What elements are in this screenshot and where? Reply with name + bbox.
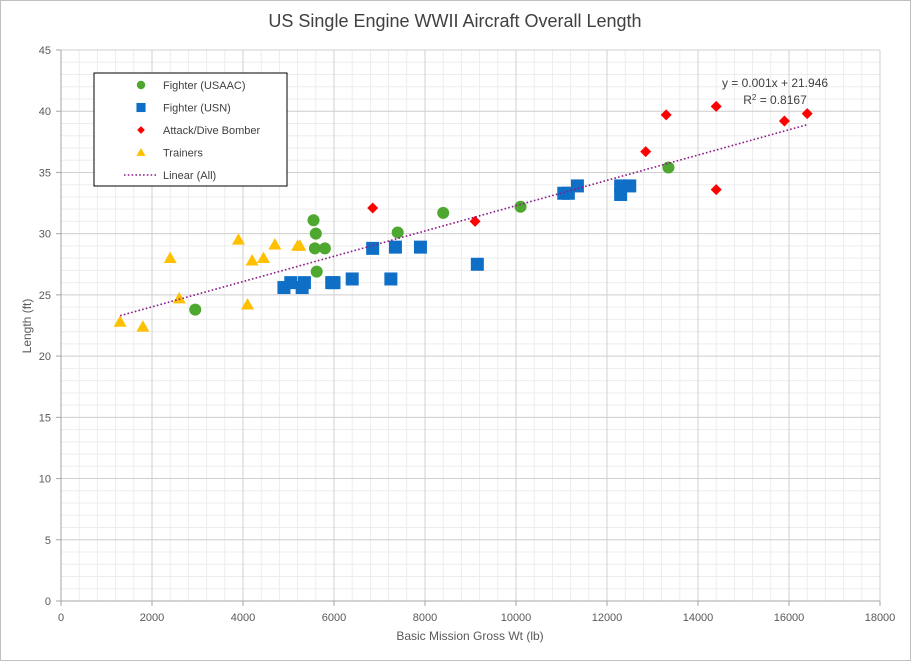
legend-swatch [136, 102, 146, 113]
legend-item: Attack/Dive Bomber [137, 125, 261, 137]
y-tick-label: 5 [45, 535, 51, 547]
series-3 [113, 233, 307, 332]
x-axis-tick-labels: 0 2000 4000 6000 8000 10000 12000 14000 16000 180… [58, 612, 895, 624]
data-point [245, 254, 259, 266]
legend-item: Fighter (USN) [136, 102, 231, 115]
trendline-equation: y = 0.001x + 21.946 [722, 76, 828, 90]
x-tick-label: 0 [58, 612, 64, 624]
data-point [310, 265, 323, 278]
data-point [113, 315, 127, 327]
y-tick-label: 35 [39, 167, 51, 179]
legend-swatch [136, 147, 146, 156]
data-point [514, 200, 527, 213]
legend-swatch [137, 126, 145, 134]
data-point [640, 146, 652, 158]
y-tick-label: 20 [39, 351, 51, 363]
legend-label: Fighter (USAAC) [163, 80, 246, 92]
data-point [318, 242, 331, 255]
data-point [309, 227, 322, 240]
data-point [570, 179, 584, 193]
series-2 [367, 100, 813, 227]
data-point [241, 298, 255, 310]
x-tick-label: 18000 [865, 612, 896, 624]
legend-item: Fighter (USAAC) [136, 80, 246, 92]
legend-item: Linear (All) [124, 170, 216, 182]
data-point [710, 100, 722, 112]
data-point [297, 276, 311, 290]
data-point [366, 241, 380, 255]
data-point [136, 320, 150, 332]
data-point [413, 240, 427, 254]
data-point [710, 184, 722, 196]
data-point [384, 272, 398, 286]
x-tick-label: 6000 [322, 612, 346, 624]
r-squared-value: = 0.8167 [756, 93, 807, 107]
data-point [469, 215, 481, 227]
data-point [662, 161, 675, 174]
series-0 [189, 161, 675, 316]
data-point [327, 276, 341, 290]
x-tick-label: 8000 [413, 612, 437, 624]
data-points [113, 100, 813, 332]
legend-label: Linear (All) [163, 170, 216, 182]
legend-box [93, 72, 288, 187]
data-point [623, 179, 637, 193]
legend-swatch [136, 80, 146, 90]
x-tick-label: 12000 [592, 612, 623, 624]
data-point [801, 108, 813, 120]
legend-label: Fighter (USN) [163, 103, 231, 115]
data-point [231, 233, 245, 245]
series-1 [277, 179, 637, 295]
x-tick-label: 14000 [683, 612, 714, 624]
legend: Fighter (USAAC) Fighter (USN) Attack/Dive … [93, 72, 288, 187]
trendline [119, 123, 808, 317]
data-point [293, 239, 307, 251]
r-squared-exponent: 2 [752, 93, 757, 102]
y-axis-title: Length (ft) [20, 299, 34, 354]
r-squared-prefix: R [743, 93, 752, 107]
legend-label: Attack/Dive Bomber [163, 125, 261, 137]
data-point [284, 276, 298, 290]
data-point [189, 303, 202, 316]
y-axis-tick-labels: 0 5 10 15 20 25 30 35 40 45 [39, 45, 51, 608]
data-point [660, 109, 672, 121]
x-tick-label: 4000 [231, 612, 255, 624]
x-tick-label: 2000 [140, 612, 164, 624]
y-tick-label: 30 [39, 229, 51, 241]
data-point [163, 251, 177, 264]
x-axis-title: Basic Mission Gross Wt (lb) [396, 629, 543, 643]
data-point [437, 206, 450, 219]
data-point [307, 214, 320, 227]
data-point [268, 238, 282, 250]
y-tick-label: 25 [39, 290, 51, 302]
data-point [345, 272, 359, 286]
data-point [391, 226, 404, 239]
y-tick-label: 0 [45, 596, 51, 608]
x-tick-label: 16000 [774, 612, 805, 624]
y-tick-label: 40 [39, 106, 51, 118]
x-tick-label: 10000 [501, 612, 532, 624]
y-tick-label: 45 [39, 45, 51, 57]
chart-title: US Single Engine WWII Aircraft Overall L… [268, 11, 641, 31]
legend-label: Trainers [163, 148, 203, 160]
data-point [308, 242, 321, 255]
data-point [388, 240, 402, 254]
y-tick-label: 15 [39, 412, 51, 424]
data-point [778, 115, 790, 127]
data-point [256, 251, 270, 264]
data-point [367, 202, 379, 214]
legend-item: Trainers [136, 148, 203, 160]
data-point [470, 257, 484, 271]
y-tick-label: 10 [39, 474, 51, 486]
trendline-r-squared: R2 = 0.8167 [743, 93, 807, 108]
